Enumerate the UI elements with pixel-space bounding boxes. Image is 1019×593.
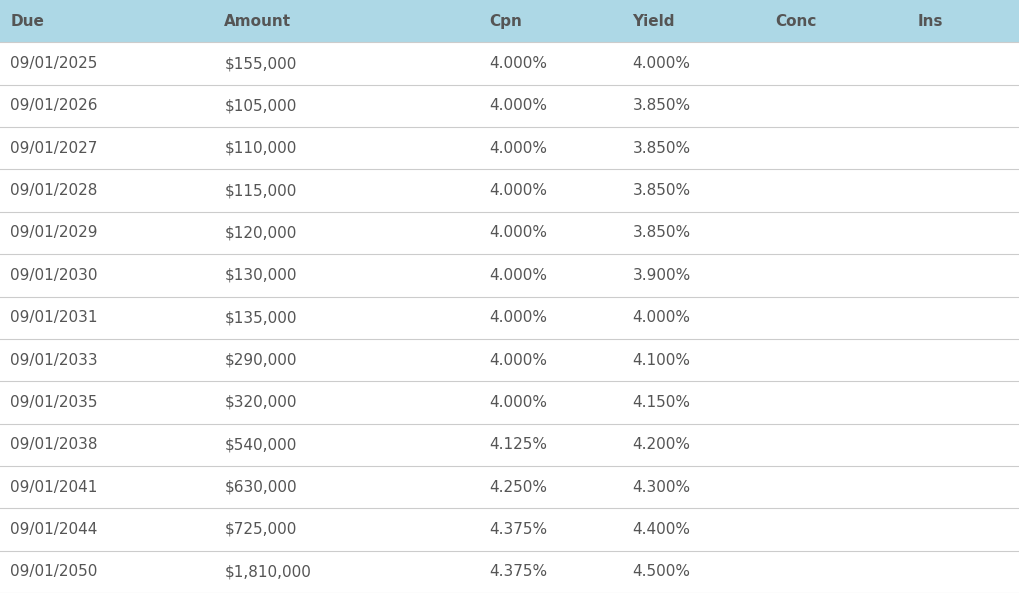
Text: 09/01/2031: 09/01/2031 (10, 310, 98, 325)
Text: 09/01/2028: 09/01/2028 (10, 183, 98, 198)
Text: 4.250%: 4.250% (489, 480, 547, 495)
Text: 09/01/2026: 09/01/2026 (10, 98, 98, 113)
Text: 4.000%: 4.000% (489, 141, 547, 156)
Bar (0, 381, 1019, 423)
Text: $135,000: $135,000 (224, 310, 297, 325)
Text: 4.000%: 4.000% (489, 310, 547, 325)
Bar (0, 0, 1019, 42)
Bar (0, 85, 1019, 127)
Text: 4.000%: 4.000% (489, 268, 547, 283)
Text: Yield: Yield (632, 14, 675, 28)
Text: Conc: Conc (774, 14, 816, 28)
Text: 3.850%: 3.850% (632, 183, 690, 198)
Bar (0, 212, 1019, 254)
Text: $1,810,000: $1,810,000 (224, 565, 311, 579)
Bar (0, 254, 1019, 296)
Text: 4.500%: 4.500% (632, 565, 690, 579)
Text: $115,000: $115,000 (224, 183, 297, 198)
Text: Amount: Amount (224, 14, 291, 28)
Text: 3.900%: 3.900% (632, 268, 690, 283)
Text: 4.375%: 4.375% (489, 522, 547, 537)
Text: 09/01/2035: 09/01/2035 (10, 395, 98, 410)
Bar (0, 339, 1019, 381)
Text: 3.850%: 3.850% (632, 141, 690, 156)
Text: 4.400%: 4.400% (632, 522, 690, 537)
Text: 4.300%: 4.300% (632, 480, 690, 495)
Bar (0, 127, 1019, 170)
Text: $155,000: $155,000 (224, 56, 297, 71)
Text: 4.200%: 4.200% (632, 437, 690, 452)
Text: 4.000%: 4.000% (489, 395, 547, 410)
Text: 4.000%: 4.000% (489, 98, 547, 113)
Text: Cpn: Cpn (489, 14, 522, 28)
Bar (0, 296, 1019, 339)
Text: 09/01/2050: 09/01/2050 (10, 565, 98, 579)
Bar (0, 466, 1019, 508)
Text: 4.000%: 4.000% (489, 183, 547, 198)
Text: Due: Due (10, 14, 44, 28)
Text: 4.000%: 4.000% (632, 56, 690, 71)
Bar (0, 508, 1019, 551)
Text: 09/01/2038: 09/01/2038 (10, 437, 98, 452)
Text: 09/01/2041: 09/01/2041 (10, 480, 98, 495)
Text: 09/01/2027: 09/01/2027 (10, 141, 98, 156)
Text: 4.100%: 4.100% (632, 352, 690, 368)
Bar (0, 170, 1019, 212)
Text: 09/01/2033: 09/01/2033 (10, 352, 98, 368)
Text: 3.850%: 3.850% (632, 225, 690, 241)
Bar (0, 42, 1019, 85)
Text: $120,000: $120,000 (224, 225, 297, 241)
Text: 4.000%: 4.000% (632, 310, 690, 325)
Text: 09/01/2025: 09/01/2025 (10, 56, 98, 71)
Text: Ins: Ins (917, 14, 943, 28)
Text: 09/01/2030: 09/01/2030 (10, 268, 98, 283)
Text: $540,000: $540,000 (224, 437, 297, 452)
Text: $630,000: $630,000 (224, 480, 297, 495)
Text: $290,000: $290,000 (224, 352, 297, 368)
Text: 4.000%: 4.000% (489, 56, 547, 71)
Text: 4.150%: 4.150% (632, 395, 690, 410)
Text: $105,000: $105,000 (224, 98, 297, 113)
Text: 4.000%: 4.000% (489, 352, 547, 368)
Text: 4.000%: 4.000% (489, 225, 547, 241)
Text: 4.375%: 4.375% (489, 565, 547, 579)
Text: $725,000: $725,000 (224, 522, 297, 537)
Text: 4.125%: 4.125% (489, 437, 547, 452)
Text: 09/01/2044: 09/01/2044 (10, 522, 98, 537)
Text: 09/01/2029: 09/01/2029 (10, 225, 98, 241)
Bar (0, 423, 1019, 466)
Bar (0, 551, 1019, 593)
Text: $130,000: $130,000 (224, 268, 297, 283)
Text: 3.850%: 3.850% (632, 98, 690, 113)
Text: $110,000: $110,000 (224, 141, 297, 156)
Text: $320,000: $320,000 (224, 395, 297, 410)
